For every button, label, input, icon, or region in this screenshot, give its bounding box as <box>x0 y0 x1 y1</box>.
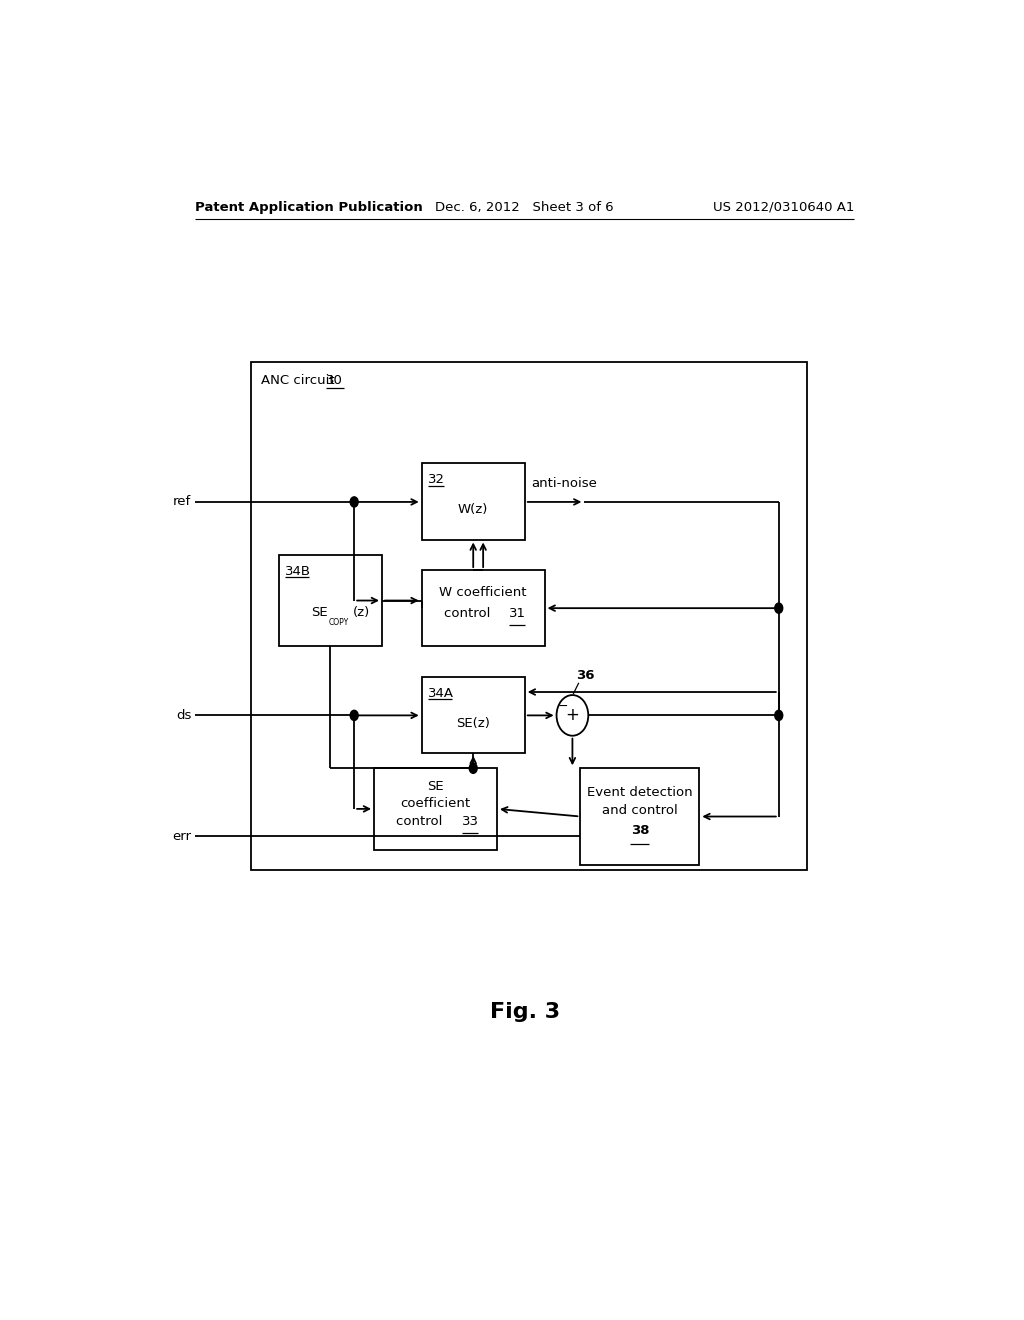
Bar <box>251 362 807 870</box>
Text: 33: 33 <box>462 814 478 828</box>
Bar <box>422 677 524 752</box>
Text: W(z): W(z) <box>458 503 488 516</box>
Bar <box>422 463 524 540</box>
Text: 36: 36 <box>577 669 595 682</box>
Text: W coefficient: W coefficient <box>439 586 527 599</box>
Text: SE: SE <box>427 780 443 793</box>
Text: US 2012/0310640 A1: US 2012/0310640 A1 <box>713 201 854 214</box>
Bar <box>279 554 382 647</box>
Circle shape <box>469 763 477 774</box>
Text: −: − <box>558 700 568 713</box>
Text: 34B: 34B <box>285 565 311 578</box>
Text: and control: and control <box>602 804 678 817</box>
Text: control: control <box>396 814 456 828</box>
Circle shape <box>775 710 782 721</box>
Bar <box>374 768 497 850</box>
Text: 31: 31 <box>509 607 526 619</box>
Text: 34A: 34A <box>428 686 454 700</box>
Text: ANC circuit: ANC circuit <box>260 374 338 387</box>
Text: COPY: COPY <box>329 618 349 627</box>
Bar <box>422 570 545 647</box>
Text: +: + <box>565 706 580 725</box>
Text: 38: 38 <box>631 824 649 837</box>
Text: ref: ref <box>173 495 191 508</box>
Text: 30: 30 <box>327 374 343 387</box>
Text: control: control <box>444 607 503 619</box>
Text: SE: SE <box>311 606 328 619</box>
Text: Dec. 6, 2012   Sheet 3 of 6: Dec. 6, 2012 Sheet 3 of 6 <box>435 201 614 214</box>
Text: err: err <box>172 830 191 843</box>
Circle shape <box>350 710 358 721</box>
Text: anti-noise: anti-noise <box>531 477 597 490</box>
Text: Fig. 3: Fig. 3 <box>489 1002 560 1022</box>
Text: 32: 32 <box>428 474 445 487</box>
Text: (z): (z) <box>352 606 370 619</box>
Text: Patent Application Publication: Patent Application Publication <box>196 201 423 214</box>
Bar <box>581 768 699 865</box>
Text: Event detection: Event detection <box>587 785 692 799</box>
Text: SE(z): SE(z) <box>457 717 490 730</box>
Circle shape <box>350 496 358 507</box>
Text: coefficient: coefficient <box>400 797 471 810</box>
Circle shape <box>775 603 782 614</box>
Text: ds: ds <box>176 709 191 722</box>
